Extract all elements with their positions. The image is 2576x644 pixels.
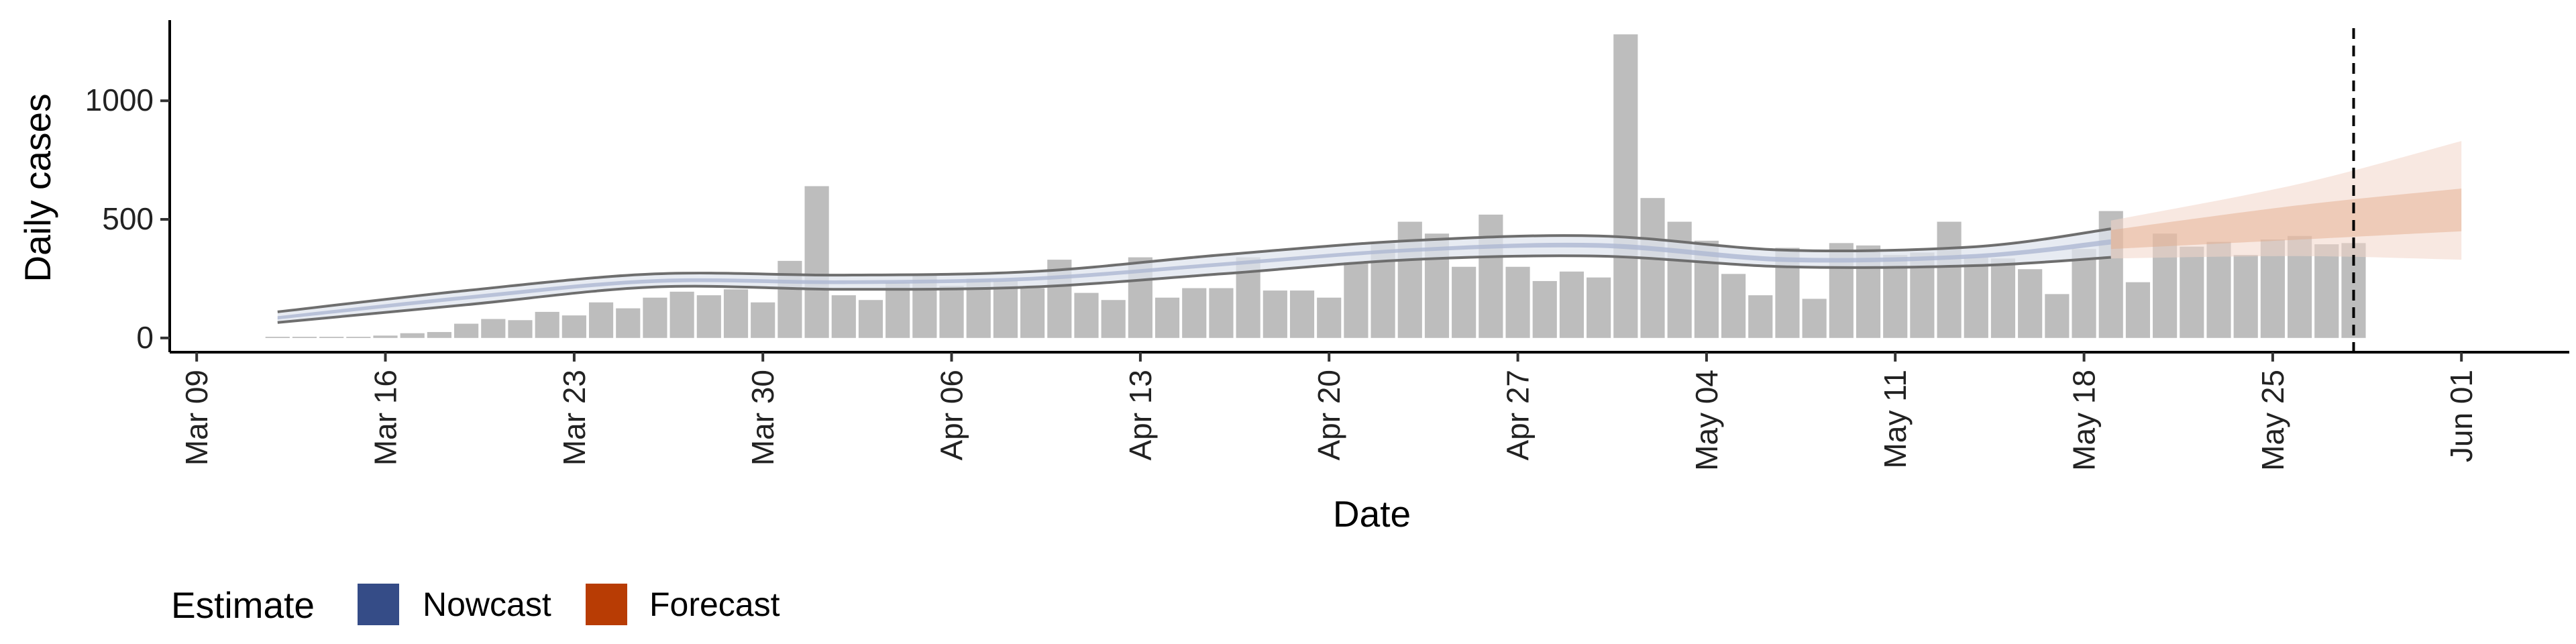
case-bar	[831, 295, 856, 338]
x-tick-label: May 25	[2255, 370, 2290, 471]
case-bar	[696, 295, 721, 338]
case-bar	[1721, 274, 1746, 338]
x-tick-label: Mar 30	[745, 370, 780, 466]
x-tick-label: May 04	[1689, 370, 1724, 471]
case-bar	[1990, 258, 2016, 338]
case-bar	[723, 289, 749, 338]
case-bar	[588, 302, 614, 338]
case-bar	[2125, 282, 2151, 338]
x-tick-label: May 18	[2067, 370, 2102, 471]
case-bar	[1667, 221, 1692, 338]
case-bar	[2072, 249, 2096, 338]
case-bar	[1640, 198, 1665, 338]
x-tick-label: Mar 09	[179, 370, 214, 466]
case-bar	[1748, 295, 1773, 338]
case-bar	[885, 282, 910, 338]
case-bar	[993, 280, 1018, 338]
case-bar	[1505, 266, 1530, 338]
case-bar	[1074, 292, 1099, 338]
y-tick-label: 1000	[85, 83, 154, 117]
case-bar	[669, 291, 694, 338]
case-bar	[777, 260, 802, 338]
x-tick-label: Apr 27	[1501, 370, 1536, 461]
y-tick-label: 0	[136, 320, 154, 355]
case-bar	[1020, 288, 1045, 338]
forecast-inner-band	[2110, 189, 2462, 250]
case-bar	[265, 337, 290, 338]
case-bar	[1883, 255, 1908, 338]
case-bar	[2233, 255, 2258, 338]
y-tick-label: 500	[102, 201, 154, 236]
case-bar	[2314, 244, 2339, 338]
case-bar	[616, 308, 641, 338]
legend-label-forecast: Forecast	[649, 586, 780, 623]
legend: Estimate Nowcast Forecast	[171, 584, 780, 626]
case-bar	[427, 331, 451, 338]
legend-title: Estimate	[171, 584, 315, 626]
legend-swatch-forecast	[586, 584, 627, 625]
case-bar	[1587, 277, 1611, 338]
case-bar	[643, 297, 667, 338]
legend-label-nowcast: Nowcast	[423, 586, 551, 623]
case-bar	[481, 319, 506, 338]
case-bar	[1613, 34, 1638, 338]
case-bar	[1802, 299, 1827, 338]
y-axis-title: Daily cases	[17, 93, 58, 282]
case-bar	[1289, 290, 1315, 338]
case-bar	[1344, 262, 1368, 338]
case-bar	[751, 302, 775, 338]
x-tick-label: Mar 23	[557, 370, 592, 466]
legend-swatch-nowcast	[358, 584, 399, 625]
x-tick-label: May 11	[1878, 370, 1913, 468]
case-bar	[1452, 266, 1477, 338]
case-bar	[1209, 288, 1234, 338]
x-axis-title: Date	[1333, 493, 1411, 535]
x-tick-label: Jun 01	[2444, 370, 2479, 462]
estimate-bands	[277, 141, 2462, 324]
case-bar	[858, 300, 883, 338]
case-bar	[1101, 300, 1126, 338]
case-bar	[1559, 271, 1585, 338]
x-tick-label: Mar 16	[368, 370, 403, 466]
case-bar	[1937, 221, 1962, 338]
forecast-outer-band	[2110, 141, 2462, 260]
case-bar	[2206, 241, 2231, 338]
case-bar	[561, 315, 586, 338]
case-bar	[454, 323, 479, 338]
case-bar	[2045, 294, 2070, 338]
nowcast-lower-line	[277, 254, 2111, 324]
case-bar	[292, 337, 317, 338]
reported-cases-bars	[265, 34, 2366, 338]
x-tick-label: Apr 20	[1311, 370, 1346, 461]
case-bar	[939, 286, 964, 338]
case-bar	[2180, 246, 2204, 338]
case-bar	[1964, 257, 1988, 338]
case-bar	[1263, 290, 1287, 338]
case-bar	[1182, 288, 1207, 338]
case-bar	[319, 337, 344, 338]
case-bar	[1155, 297, 1180, 338]
case-bar	[346, 337, 371, 338]
case-bar	[535, 311, 559, 338]
case-bar	[804, 186, 829, 338]
case-bar	[2018, 269, 2043, 338]
case-bar	[1317, 297, 1342, 338]
case-bar	[1532, 280, 1557, 338]
case-bar	[1479, 214, 1503, 338]
case-bar	[373, 335, 398, 338]
x-tick-label: Apr 13	[1123, 370, 1158, 461]
axes: 0 500 1000 Mar 09 Mar 16 Mar 23 Mar 30 Apr 06 Ap…	[85, 20, 2569, 471]
case-bar	[400, 333, 425, 338]
x-tick-label: Apr 06	[934, 370, 969, 461]
nowcast-upper-line	[277, 227, 2112, 313]
case-bar	[508, 320, 533, 338]
